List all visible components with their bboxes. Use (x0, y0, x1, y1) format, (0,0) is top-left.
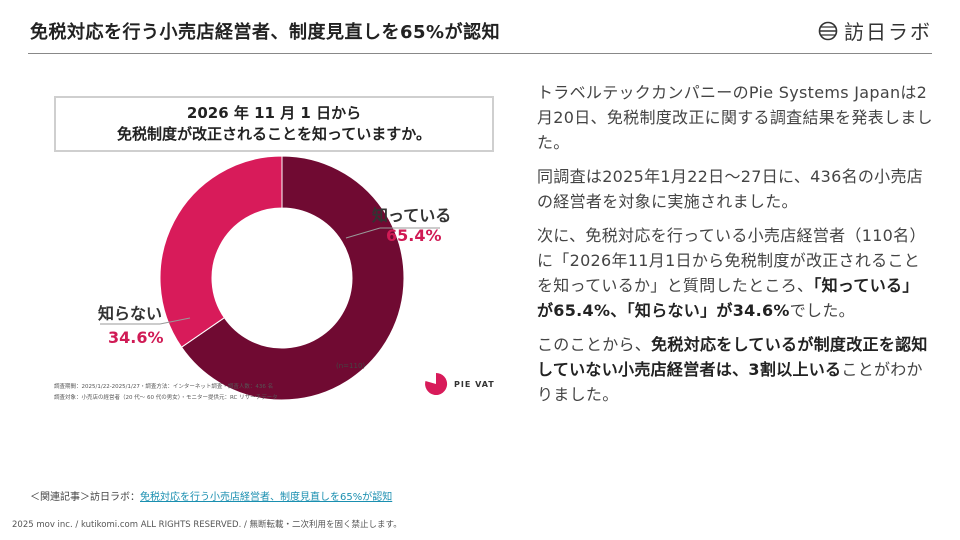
paragraph-3: 次に、免税対応を行っている小売店経営者（110名）に「2026年11月1日から免… (537, 223, 933, 323)
paragraph-3-text-c: でした。 (789, 301, 855, 320)
related-article: ＜関連記事＞訪日ラボ：免税対応を行う小売店経営者、制度見直しを65%が認知 (30, 488, 392, 503)
pie-vat-logo: PIE VAT (424, 372, 495, 396)
slice-label-unknown: 知らない 34.6% (98, 300, 164, 347)
paragraph-4-text-c: ことがわかりました。 (537, 360, 923, 404)
paragraph-1: トラベルテックカンパニーのPie Systems Japanは2月20日、免税制… (537, 83, 933, 152)
brand-name: 訪日ラボ (844, 20, 932, 44)
leader-line-known (345, 227, 381, 239)
survey-meta-line-1: 調査期間：2025/1/22-2025/1/27・調査方法：インターネット調査・… (54, 384, 274, 390)
slice-value-unknown: 34.6% (108, 328, 164, 347)
donut-slice-unknown (159, 155, 283, 348)
paragraph-2: 同調査は2025年1月22日〜27日に、436名の小売店の経営者を対象に実施され… (537, 167, 924, 211)
slice-name-unknown: 知らない (98, 304, 163, 323)
leader-line-unknown (159, 317, 191, 325)
related-prefix: ＜関連記事＞訪日ラボ： (30, 492, 140, 503)
pie-vat-icon (425, 372, 448, 395)
chart-panel: 2026 年 11 月 1 日から 免税制度が改正されることを知っていますか。 … (40, 90, 510, 430)
related-article-link[interactable]: 免税対応を行う小売店経営者、制度見直しを65%が認知 (140, 492, 393, 503)
paragraph-3-text-a: 次に、免税対応を行っている小売店経営者（110名）に「2026年11月1日から免… (537, 226, 926, 295)
page-title: 免税対応を行う小売店経営者、制度見直しを65%が認知 (30, 22, 501, 43)
globe-icon (818, 21, 838, 40)
survey-meta-line-2: 調査対象：小売店の経営者（20 代〜 60 代の男女）・モニター提供元：RC リ… (54, 395, 278, 401)
slice-value-known: 65.4% (386, 226, 442, 245)
sample-size-label: (n=110) (336, 362, 366, 370)
paragraph-3-bold: 「知っている」が65.4%、「知らない」が34.6% (537, 276, 919, 320)
title-divider (28, 53, 932, 54)
donut-chart (100, 155, 440, 401)
question-line-2: 免税制度が改正されることを知っていますか。 (117, 125, 431, 143)
question-line-1: 2026 年 11 月 1 日から (186, 104, 362, 122)
slice-name-known: 知っている (372, 206, 452, 225)
article-body: トラベルテックカンパニーのPie Systems Japanは2月20日、免税制… (537, 80, 933, 416)
slice-label-known: 知っている 65.4% (372, 202, 451, 245)
survey-question-box: 2026 年 11 月 1 日から 免税制度が改正されることを知っていますか。 (54, 96, 494, 152)
paragraph-4-bold: 免税対応をしているが制度改正を認知していない小売店経営者は、3割以上いる (537, 335, 928, 379)
pie-vat-text: PIE VAT (454, 379, 495, 389)
survey-meta: 調査期間：2025/1/22-2025/1/27・調査方法：インターネット調査・… (54, 382, 344, 404)
donut-slice-known (180, 155, 405, 401)
copyright: 2025 mov inc. / kutikomi.com ALL RIGHTS … (12, 520, 402, 530)
paragraph-4-text-a: このことから、 (537, 335, 652, 354)
paragraph-4: このことから、免税対応をしているが制度改正を認知していない小売店経営者は、3割以… (537, 332, 933, 407)
brand-logo: 訪日ラボ (818, 16, 932, 45)
